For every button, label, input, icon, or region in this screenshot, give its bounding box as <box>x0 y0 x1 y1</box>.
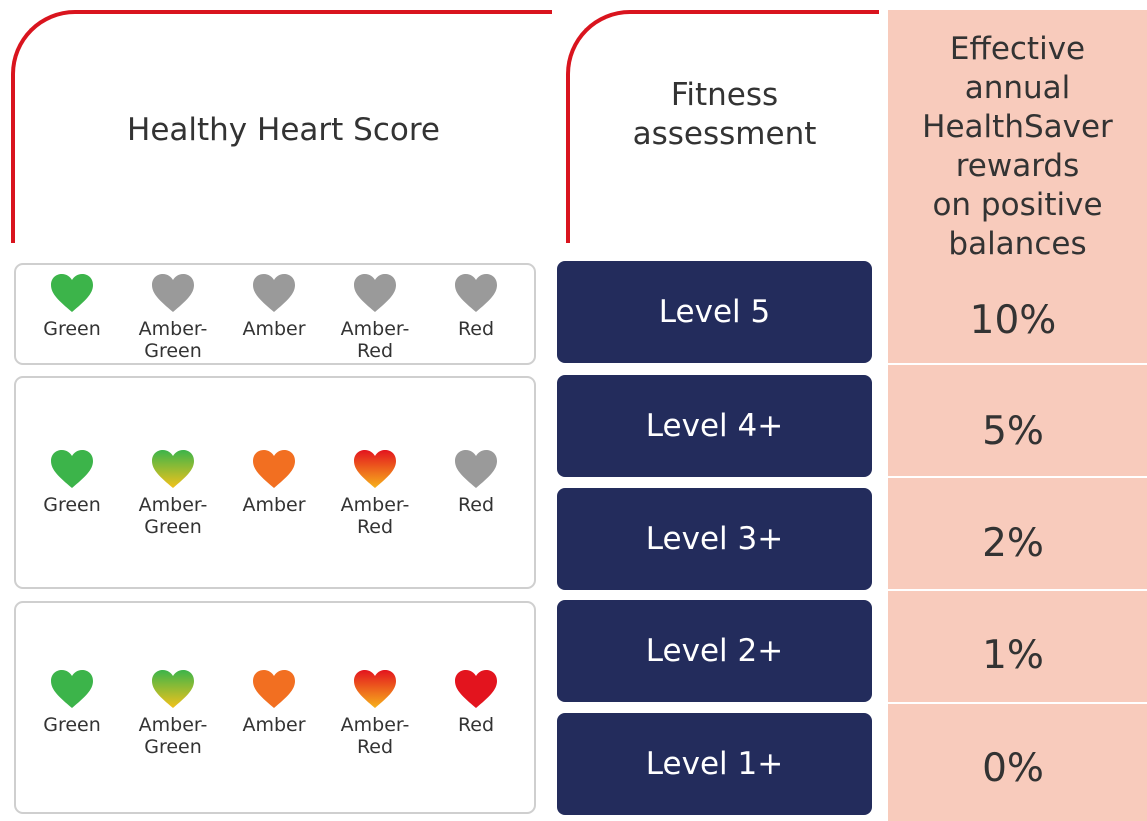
reward-value: 1% <box>982 633 1044 678</box>
amber-red-heart-icon <box>354 450 396 488</box>
heart-shape <box>455 670 497 708</box>
fitness-level-2: Level 2+ <box>557 600 872 702</box>
heart-shape <box>253 274 295 312</box>
level-label: Level 1+ <box>645 746 784 782</box>
fitness-level-1: Level 1+ <box>557 713 872 815</box>
heart-shape <box>152 670 194 708</box>
heart-shape <box>455 450 497 488</box>
heart-shape <box>354 670 396 708</box>
heart-score-box: Green Amber- Green Amber Amber- Red Red <box>14 601 536 814</box>
heart-score-item: Amber- Green <box>118 273 228 362</box>
reward-divider <box>888 363 1147 365</box>
heart-score-item: Amber- Green <box>118 449 228 538</box>
reward-divider <box>888 702 1147 704</box>
fitness-level-4: Level 4+ <box>557 375 872 477</box>
heart-shape <box>253 450 295 488</box>
heart-score-item: Amber <box>219 449 329 516</box>
heart-label: Green <box>43 318 101 340</box>
reward-divider <box>888 589 1147 591</box>
heart-score-item: Green <box>17 273 127 340</box>
fitness-assessment-header: Fitness assessment <box>566 10 879 243</box>
heart-label: Amber- Green <box>138 318 208 362</box>
heart-score-item: Red <box>421 273 531 340</box>
heart-label: Green <box>43 494 101 516</box>
heart-shape <box>152 274 194 312</box>
fitness-assessment-title: Fitness assessment <box>632 76 817 152</box>
heart-score-item: Green <box>17 669 127 736</box>
reward-value: 10% <box>969 298 1057 343</box>
heart-label: Amber <box>242 494 306 516</box>
heart-label: Amber <box>242 318 306 340</box>
heart-shape <box>51 670 93 708</box>
reward-value: 5% <box>982 409 1044 454</box>
heart-label: Amber- Red <box>340 714 410 758</box>
amber-red-heart-icon <box>354 670 396 708</box>
heart-label: Amber <box>242 714 306 736</box>
heart-score-box: Green Amber- Green Amber Amber- Red Red <box>14 263 536 365</box>
heart-shape <box>354 450 396 488</box>
amber-heart-icon <box>253 670 295 708</box>
heart-label: Amber- Green <box>138 714 208 758</box>
heart-score-item: Red <box>421 669 531 736</box>
heart-shape <box>455 274 497 312</box>
fitness-level-5: Level 5 <box>557 261 872 363</box>
green-heart-icon <box>51 450 93 488</box>
reward-divider <box>888 476 1147 478</box>
heart-label: Red <box>457 318 495 340</box>
rewards-header: Effective annual HealthSaver rewards on … <box>922 31 1113 262</box>
grey-heart-icon <box>354 274 396 312</box>
green-heart-icon <box>51 670 93 708</box>
level-label: Level 3+ <box>645 521 784 557</box>
level-label: Level 2+ <box>645 633 784 669</box>
rewards-column <box>888 10 1147 821</box>
heart-shape <box>354 274 396 312</box>
level-label: Level 4+ <box>645 408 784 444</box>
fitness-level-3: Level 3+ <box>557 488 872 590</box>
healthy-heart-score-header: Healthy Heart Score <box>11 10 552 243</box>
level-label: Level 5 <box>658 294 771 330</box>
heart-shape <box>253 670 295 708</box>
heart-label: Amber- Green <box>138 494 208 538</box>
grey-heart-icon <box>152 274 194 312</box>
reward-value: 0% <box>982 746 1044 791</box>
heart-label: Red <box>457 714 495 736</box>
amber-green-heart-icon <box>152 670 194 708</box>
heart-score-item: Green <box>17 449 127 516</box>
heart-label: Amber- Red <box>340 494 410 538</box>
grey-heart-icon <box>253 274 295 312</box>
amber-heart-icon <box>253 450 295 488</box>
healthy-heart-score-title: Healthy Heart Score <box>127 112 440 148</box>
heart-score-item: Amber- Red <box>320 669 430 758</box>
heart-score-item: Amber- Green <box>118 669 228 758</box>
heart-shape <box>152 450 194 488</box>
reward-value: 2% <box>982 521 1044 566</box>
green-heart-icon <box>51 274 93 312</box>
heart-shape <box>51 274 93 312</box>
heart-score-box: Green Amber- Green Amber Amber- Red Red <box>14 376 536 589</box>
amber-green-heart-icon <box>152 450 194 488</box>
heart-score-item: Amber <box>219 669 329 736</box>
heart-score-item: Red <box>421 449 531 516</box>
heart-label: Amber- Red <box>340 318 410 362</box>
heart-label: Green <box>43 714 101 736</box>
heart-shape <box>51 450 93 488</box>
grey-heart-icon <box>455 450 497 488</box>
red-heart-icon <box>455 670 497 708</box>
heart-label: Red <box>457 494 495 516</box>
grey-heart-icon <box>455 274 497 312</box>
heart-score-item: Amber- Red <box>320 273 430 362</box>
heart-score-item: Amber <box>219 273 329 340</box>
heart-score-item: Amber- Red <box>320 449 430 538</box>
